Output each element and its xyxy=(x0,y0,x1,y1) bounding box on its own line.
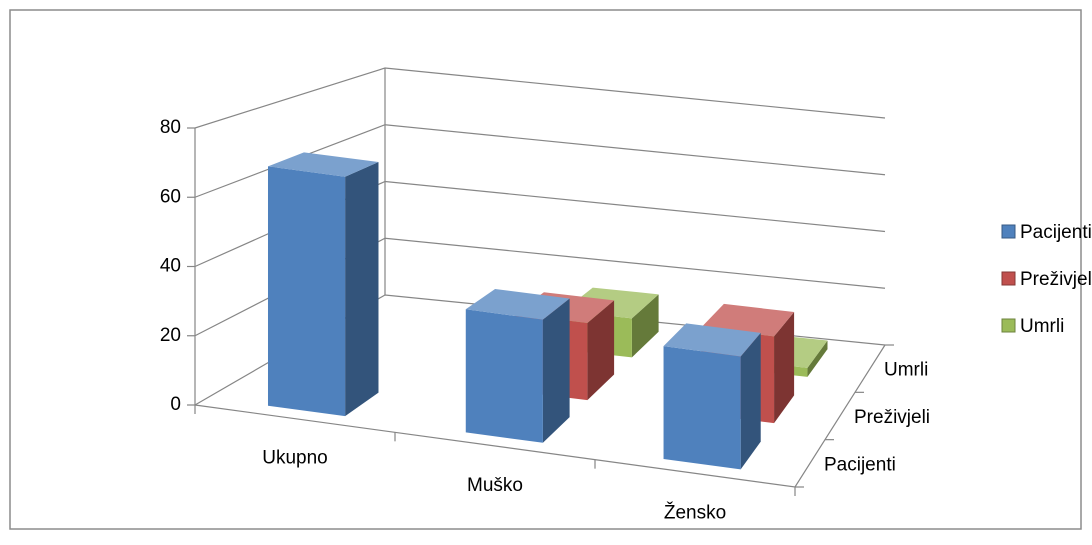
legend-swatch xyxy=(1001,318,1016,333)
bar-front xyxy=(267,166,346,417)
legend-label: Pacijenti xyxy=(1020,222,1092,243)
bar xyxy=(663,323,761,470)
legend-label: Umrli xyxy=(1020,316,1064,337)
bar-side xyxy=(542,298,570,443)
chart-frame xyxy=(9,9,1082,530)
y-tick-label: 80 xyxy=(160,117,181,138)
x-tick-label: Žensko xyxy=(664,501,726,523)
bar-side xyxy=(740,332,761,470)
y-tick-label: 0 xyxy=(170,394,181,415)
y-tick-label: 40 xyxy=(160,256,181,277)
x-tick-label: Ukupno xyxy=(262,448,328,469)
depth-tick-label: Umrli xyxy=(884,360,928,381)
depth-tick-label: Pacijenti xyxy=(824,454,896,475)
bar-side xyxy=(631,294,659,358)
bar-front xyxy=(465,309,543,443)
bar-side xyxy=(587,300,615,401)
bar-top xyxy=(663,323,761,357)
legend-swatch xyxy=(1001,271,1016,286)
bar-side xyxy=(774,312,795,424)
y-tick-label: 60 xyxy=(160,186,181,207)
y-tick-label: 20 xyxy=(160,325,181,346)
bar xyxy=(465,288,570,443)
bar-top xyxy=(267,152,379,177)
depth-tick-label: Preživjeli xyxy=(854,407,930,428)
bar xyxy=(267,152,379,417)
bar-side xyxy=(345,161,379,417)
bar-front xyxy=(663,346,741,470)
bar-top xyxy=(465,288,570,320)
legend-swatch xyxy=(1001,224,1016,239)
x-tick-label: Muško xyxy=(467,475,523,496)
legend-label: Preživjeli xyxy=(1020,269,1092,290)
bar-side xyxy=(807,340,828,377)
